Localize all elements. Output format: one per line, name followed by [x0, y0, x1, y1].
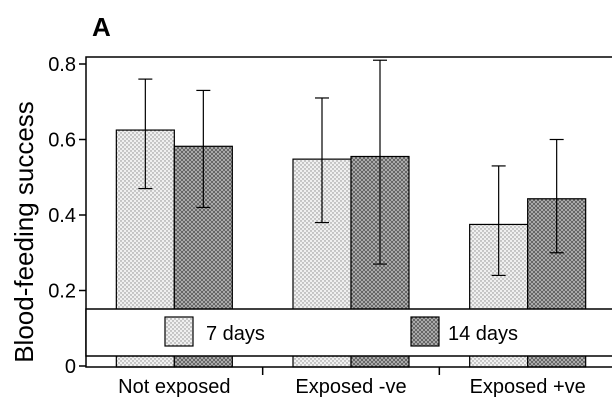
y-tick-label: 0.4	[48, 205, 76, 227]
y-tick-label: 0.8	[48, 54, 76, 76]
y-tick-label: 0.2	[48, 281, 76, 303]
plot-frame	[85, 56, 612, 368]
y-tick-label: 0.6	[48, 130, 76, 152]
legend: 7 days 14 days	[85, 308, 612, 357]
legend-label-14-days: 14 days	[448, 323, 518, 345]
legend-label-7-days: 7 days	[206, 323, 265, 345]
x-axis: Not exposed Exposed -ve Exposed +ve	[118, 367, 586, 398]
y-axis: 0 0.2 0.4 0.6 0.8	[48, 54, 86, 378]
panel-label: A	[92, 12, 111, 42]
x-tick-label: Not exposed	[118, 376, 230, 398]
y-tick-label: 0	[65, 356, 76, 378]
error-bars	[138, 59, 564, 276]
x-tick-label: Exposed -ve	[295, 376, 406, 398]
x-tick-label: Exposed +ve	[470, 376, 586, 398]
legend-swatch-14-days	[410, 316, 440, 347]
y-axis-label: Blood-feeding success	[9, 101, 39, 363]
legend-swatch-7-days	[164, 316, 194, 347]
